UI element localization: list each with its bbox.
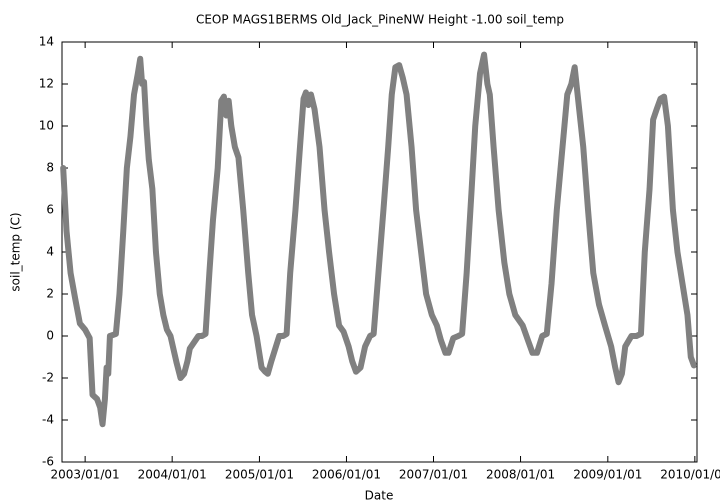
y-tick-label: -4 bbox=[42, 413, 54, 427]
y-tick-label: -6 bbox=[42, 455, 54, 469]
x-tick-label: 2008/01/01 bbox=[486, 468, 555, 482]
chart-title: CEOP MAGS1BERMS Old_Jack_PineNW Height -… bbox=[196, 13, 564, 27]
y-tick-label: 12 bbox=[39, 77, 54, 91]
y-axis-label: soil_temp (C) bbox=[9, 212, 23, 291]
x-tick-label: 2004/01/01 bbox=[138, 468, 207, 482]
x-tick-label: 2005/01/01 bbox=[225, 468, 294, 482]
y-tick-label: 4 bbox=[46, 245, 54, 259]
y-tick-label: 2 bbox=[46, 287, 54, 301]
x-tick-label: 2007/01/01 bbox=[399, 468, 468, 482]
data-line bbox=[60, 51, 697, 428]
x-tick-label: 2003/01/01 bbox=[51, 468, 120, 482]
y-tick-label: -2 bbox=[42, 371, 54, 385]
y-tick-label: 10 bbox=[39, 119, 54, 133]
y-tick-label: 8 bbox=[46, 161, 54, 175]
y-tick-label: 14 bbox=[39, 35, 54, 49]
y-tick-label: 6 bbox=[46, 203, 54, 217]
x-tick-label: 2009/01/01 bbox=[573, 468, 642, 482]
x-tick-label: 2006/01/01 bbox=[312, 468, 381, 482]
y-tick-label: 0 bbox=[46, 329, 54, 343]
x-tick-label: 2010/01/01 bbox=[660, 468, 720, 482]
x-axis-label: Date bbox=[365, 489, 394, 503]
